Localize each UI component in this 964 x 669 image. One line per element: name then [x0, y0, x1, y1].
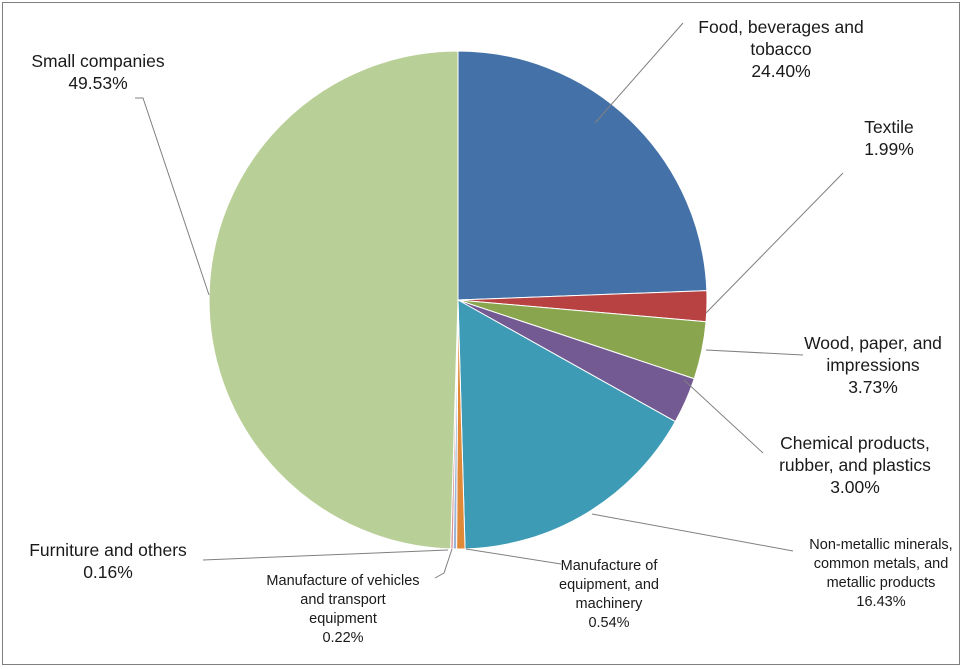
pie-slice-1: [457, 50, 708, 301]
slice-label-line: Non-metallic minerals,: [809, 537, 952, 553]
slice-label-9: Small companies 49.53%: [31, 51, 164, 93]
slice-label-line: Manufacture of: [561, 558, 659, 574]
leader-line-2: [705, 172, 844, 314]
slice-label-line: 0.16%: [83, 562, 133, 582]
slice-label-8: Furniture and others 0.16%: [29, 540, 187, 582]
slice-label-line: Wood, paper, and: [804, 333, 942, 353]
slice-label-line: and transport: [300, 592, 385, 608]
slice-label-line: Small companies: [31, 51, 164, 71]
leader-line-4: [683, 379, 764, 454]
slice-label-line: equipment: [309, 611, 377, 627]
slice-label-3: Wood, paper, and impressions 3.73%: [804, 333, 942, 397]
slice-label-line: 16.43%: [856, 594, 905, 610]
slice-label-7: Manufacture of vehicles and transport equi…: [266, 573, 419, 646]
slice-label-line: common metals, and: [814, 556, 949, 572]
slice-label-6: Manufacture of equipment, and machinery 0.5…: [559, 558, 659, 631]
slice-label-4: Chemical products, rubber, and plastics 3.…: [779, 433, 931, 497]
slice-label-line: 3.00%: [830, 477, 880, 497]
slice-label-line: 1.99%: [864, 139, 914, 159]
slice-label-line: Food, beverages and: [698, 17, 863, 37]
slice-label-line: 24.40%: [751, 61, 810, 81]
slice-label-line: 0.22%: [322, 630, 363, 646]
slice-label-5: Non-metallic minerals, common metals, and…: [809, 537, 952, 610]
leader-line-6: [465, 548, 562, 565]
slice-label-2: Textile 1.99%: [864, 117, 914, 159]
slice-label-line: Manufacture of vehicles: [266, 573, 419, 589]
slice-label-line: 49.53%: [68, 73, 127, 93]
slice-label-line: Furniture and others: [29, 540, 187, 560]
slice-label-line: equipment, and: [559, 577, 659, 593]
leader-line-5: [591, 513, 794, 552]
pie-slice-9: [208, 50, 459, 550]
leader-line-9: [135, 97, 210, 296]
slice-label-line: Chemical products,: [780, 433, 930, 453]
slice-label-line: 3.73%: [848, 377, 898, 397]
slice-label-1: Food, beverages and tobacco 24.40%: [698, 17, 863, 81]
slice-labels: Food, beverages and tobacco 24.40%Textile 1…: [29, 17, 953, 646]
slice-label-line: tobacco: [750, 39, 811, 59]
slice-label-line: Textile: [864, 117, 914, 137]
leader-line-3: [705, 349, 804, 356]
pie-chart: Food, beverages and tobacco 24.40%Textile 1…: [29, 17, 953, 646]
pie-slice-5: [457, 299, 676, 550]
slice-label-line: machinery: [576, 596, 644, 612]
slice-label-line: rubber, and plastics: [779, 455, 931, 475]
leader-line-8: [202, 549, 449, 561]
leader-lines: [135, 22, 844, 579]
leader-line-7: [434, 548, 453, 579]
slice-label-line: metallic products: [827, 575, 936, 591]
leader-line-1: [594, 22, 684, 124]
slice-label-line: impressions: [826, 355, 920, 375]
pie-slices: [208, 50, 708, 550]
slice-label-line: 0.54%: [588, 615, 629, 631]
